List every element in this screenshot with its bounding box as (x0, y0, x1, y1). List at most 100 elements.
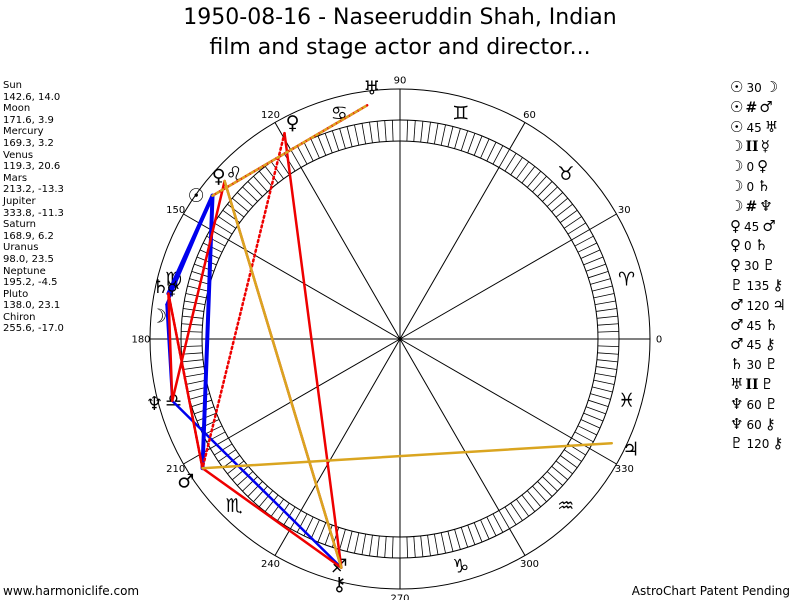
aspect-angle: 0 (746, 179, 755, 194)
degree-tick (447, 531, 454, 552)
degree-tick (296, 145, 308, 165)
degree-tick (593, 379, 615, 385)
degree-tick (498, 149, 510, 168)
position-name-sun: Sun (3, 80, 23, 91)
aspect-list: ☉ 30 ☽ ☉ # ♂ ☉ 45 ♅ ☽ II ☿ ☽ 0 ♀ ☽ 0 ♄ ☽ # ♆ ♀ 45 ♂ ♀ 0 ♄ ♀ 30 ♇ ♇ 135 ⚷… (730, 78, 786, 454)
degree-tick (546, 471, 564, 486)
degree-tick (567, 222, 586, 235)
degree-tick (317, 522, 327, 543)
aspect-row: ♀ 30 ♇ (730, 256, 786, 276)
aspect-line-neptune-chiron (171, 399, 343, 569)
venus-planet-icon: ♀ (286, 112, 300, 134)
degree-label: 0 (656, 335, 662, 346)
degree-tick (277, 157, 290, 176)
degree-label: 330 (615, 464, 634, 475)
aspect-row: ♄ 30 ♇ (730, 355, 786, 375)
degree-tick (185, 379, 207, 385)
degree-tick (588, 270, 609, 279)
parallel-icon: II (745, 139, 759, 156)
degree-tick (498, 510, 510, 529)
saturn-glyph-icon: ♄ (757, 176, 771, 195)
degree-tick (361, 533, 367, 555)
degree-tick (460, 527, 469, 548)
degree-tick (551, 465, 569, 481)
mercury-planet-icon: ☿ (166, 278, 178, 300)
degree-tick (555, 460, 573, 475)
degree-tick (571, 229, 590, 241)
parallel-icon: II (745, 376, 759, 393)
degree-tick (588, 399, 609, 408)
degree-tick (231, 465, 249, 481)
degree-tick (247, 481, 263, 497)
degree-tick (242, 476, 258, 492)
scorpio-sign-icon: ♏ (226, 495, 243, 517)
pluto-glyph-icon: ♇ (764, 394, 779, 413)
degree-tick (542, 476, 558, 492)
moon-glyph-icon: ☽ (730, 137, 744, 156)
aspect-angle: 45 (746, 318, 762, 333)
degree-tick (420, 121, 424, 143)
degree-tick (406, 120, 409, 142)
degree-tick (231, 197, 249, 213)
aspect-row: ♂ 45 ♄ (730, 316, 786, 336)
degree-tick (559, 455, 578, 469)
degree-tick (270, 498, 284, 517)
degree-tick (253, 485, 268, 503)
degree-tick (526, 490, 542, 508)
degree-tick (590, 278, 611, 285)
position-value-mercury: 169.3, 3.2 (3, 137, 54, 149)
aspect-line-sun-uranus (211, 104, 369, 197)
pluto-glyph-icon: ♇ (730, 434, 744, 453)
degree-label: 60 (523, 110, 536, 121)
position-value-neptune: 195.2, -4.5 (3, 277, 58, 289)
degree-tick (521, 166, 536, 184)
house-spoke-outer (183, 213, 211, 230)
moon-glyph-icon: ☽ (730, 176, 744, 195)
aspect-line-mars-jupiter (201, 441, 614, 470)
degree-tick (473, 135, 483, 156)
degree-tick (504, 153, 517, 172)
position-name-moon: Moon (3, 103, 31, 115)
degree-tick (290, 149, 302, 168)
house-spoke-outer (589, 213, 617, 230)
degree-tick (384, 120, 387, 142)
position-name-mercury: Mercury (3, 126, 44, 138)
degree-tick (580, 419, 601, 429)
house-spoke (399, 167, 500, 340)
degree-tick (492, 513, 504, 533)
house-spoke (300, 338, 401, 511)
degree-tick (427, 122, 431, 143)
mars-glyph-icon: ♂ (759, 97, 773, 116)
saturn-glyph-icon: ♄ (764, 315, 779, 334)
degree-tick (346, 531, 353, 552)
venus-glyph-icon: ♀ (730, 236, 741, 255)
neptune-planet-icon: ♆ (146, 393, 163, 415)
degree-tick (597, 330, 619, 333)
position-value-sun: 142.6, 14.0 (3, 91, 61, 103)
position-name-neptune: Neptune (3, 265, 46, 277)
degree-tick (196, 412, 217, 422)
footer-website: www.harmoniclife.com (3, 584, 140, 598)
degree-tick (184, 372, 206, 378)
aspect-lines-layer (165, 104, 614, 569)
chiron-planet-icon: ⚷ (332, 573, 346, 595)
degree-tick (236, 471, 254, 486)
position-name-uranus: Uranus (3, 242, 39, 254)
aspect-row: ♀ 45 ♂ (730, 217, 786, 237)
degree-tick (339, 128, 346, 149)
aspect-angle: 0 (743, 239, 752, 254)
footer-patent-note: AstroChart Patent Pending (631, 584, 790, 598)
degree-label: 90 (394, 76, 407, 87)
degree-label: 150 (166, 205, 185, 216)
position-value-uranus: 98.0, 23.5 (3, 253, 54, 265)
degree-tick (592, 386, 613, 393)
degree-tick (460, 130, 469, 151)
degree-tick (510, 157, 523, 176)
degree-tick (551, 197, 569, 213)
aquarius-sign-icon: ♒ (557, 495, 574, 517)
moon-glyph-icon: ☽ (730, 196, 744, 215)
degree-tick (369, 535, 373, 556)
degree-tick (516, 161, 530, 180)
aspect-row: ♅ II ♇ (730, 375, 786, 395)
degree-tick (447, 126, 454, 147)
